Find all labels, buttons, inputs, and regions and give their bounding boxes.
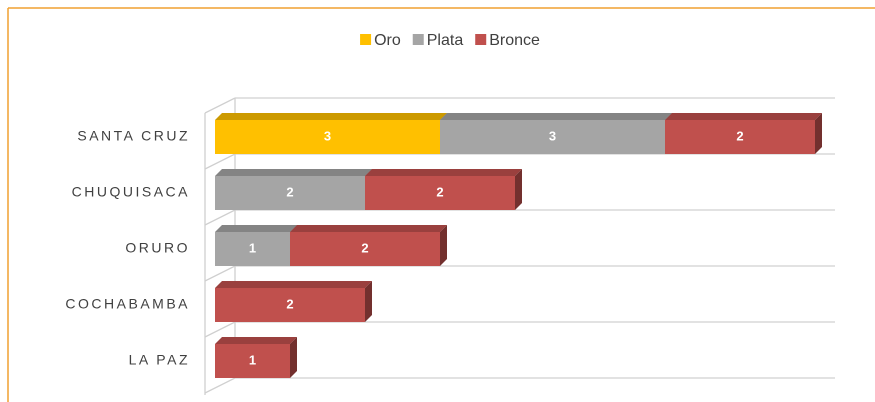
bar-top [440, 113, 672, 120]
grid-line-depth [204, 265, 236, 282]
grid-line-depth [204, 97, 236, 114]
bar-segment [290, 232, 440, 266]
bar-side [365, 281, 372, 322]
category-label: SANTA CRUZ [77, 128, 190, 144]
bar-top [215, 337, 297, 344]
bar-segment [215, 288, 365, 322]
bar-top [665, 113, 822, 120]
bar-top [215, 225, 297, 232]
data-label: 2 [361, 240, 368, 255]
bar-top [215, 281, 372, 288]
category-label: CHUQUISACA [72, 184, 190, 200]
grid-line-depth [204, 377, 236, 394]
bar-segment [365, 176, 515, 210]
legend-swatch [475, 34, 487, 45]
category-label: COCHABAMBA [65, 296, 190, 312]
legend-label: Plata [427, 32, 464, 49]
legend: Oro Plata Bronce [360, 32, 540, 49]
legend-label: Bronce [489, 32, 540, 49]
data-label: 2 [286, 296, 293, 311]
bar-segment [665, 120, 815, 154]
data-label: 2 [436, 184, 443, 199]
bar-top [215, 169, 372, 176]
data-label: 3 [324, 128, 331, 143]
bar-top [215, 113, 447, 120]
legend-swatch [360, 34, 372, 45]
bar-top [365, 169, 522, 176]
data-label: 2 [736, 128, 743, 143]
data-label: 3 [549, 128, 556, 143]
data-label: 1 [249, 240, 256, 255]
bar-segment [215, 120, 440, 154]
bar-top [290, 225, 447, 232]
bar-segment [440, 120, 665, 154]
grid-line-depth [204, 321, 236, 338]
legend-swatch [412, 34, 424, 45]
bars: SANTA CRUZ 3 3 2 CHUQUISACA 2 2 ORURO 1 2 COCHABAM… [65, 113, 822, 378]
category-label: LA PAZ [129, 352, 190, 368]
category-label: ORURO [125, 240, 190, 256]
bar-segment [215, 232, 290, 266]
grid-line-depth [204, 153, 236, 170]
data-label: 1 [249, 352, 256, 367]
bar-side [515, 169, 522, 210]
grid-line-depth [204, 209, 236, 226]
bar-side [290, 337, 297, 378]
bar-side [440, 225, 447, 266]
bar-segment [215, 344, 290, 378]
data-label: 2 [286, 184, 293, 199]
legend-label: Oro [374, 32, 401, 49]
bar-side [815, 113, 822, 154]
bar-segment [215, 176, 365, 210]
